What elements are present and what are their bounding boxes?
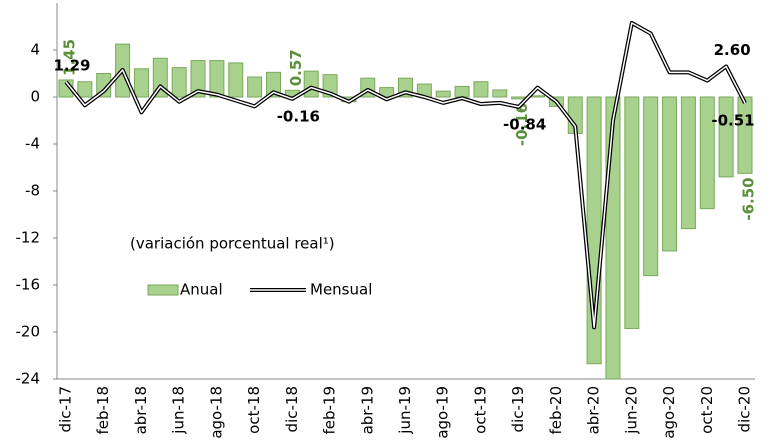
bar — [473, 81, 489, 98]
x-tick-label: oct-19 — [471, 386, 489, 434]
line-value-label: -0.84 — [503, 115, 546, 133]
bar-value-label: 0.57 — [287, 49, 305, 86]
y-tick-label: -8 — [25, 182, 40, 200]
x-tick-label: feb-18 — [94, 386, 112, 435]
x-tick-label: dic-19 — [509, 386, 527, 432]
bar — [699, 96, 715, 210]
x-tick-label: jun-19 — [396, 386, 414, 435]
bar — [680, 96, 696, 230]
y-tick-label: -20 — [16, 323, 41, 341]
bar — [303, 70, 319, 98]
x-tick-label: oct-18 — [245, 386, 263, 434]
bar — [209, 60, 225, 98]
bar — [435, 90, 451, 98]
line-value-label: 2.60 — [714, 41, 751, 59]
bar — [77, 81, 93, 98]
y-tick-label: -16 — [16, 276, 41, 294]
bar — [190, 60, 206, 98]
bar — [718, 96, 734, 178]
x-tick-label: oct-20 — [698, 386, 716, 434]
y-tick-label: 0 — [30, 88, 40, 106]
bar — [133, 68, 149, 98]
x-tick-label: abr-19 — [358, 386, 376, 434]
x-tick-label: jun-18 — [170, 386, 188, 435]
line — [64, 20, 747, 330]
x-tick-label: ago-18 — [207, 386, 225, 439]
x-tick-label: feb-19 — [321, 386, 339, 435]
annotation: (variación porcentual real¹) — [130, 235, 335, 253]
bar — [624, 96, 640, 329]
legend-label: Anual — [180, 281, 223, 299]
line-value-label: 1.29 — [53, 56, 90, 74]
line-inner — [65, 22, 746, 329]
bar — [379, 87, 395, 98]
x-tick-label: ago-19 — [434, 386, 452, 439]
bar-value-label: -0.16 — [513, 103, 531, 146]
x-tick-label: ago-20 — [660, 386, 678, 439]
bar — [265, 71, 281, 98]
bar — [530, 95, 546, 98]
x-tick-label: abr-20 — [585, 386, 603, 434]
legend-swatch — [147, 284, 179, 296]
bar — [511, 96, 527, 100]
bar — [454, 85, 470, 98]
y-tick-label: -12 — [16, 229, 41, 247]
bar — [228, 62, 244, 98]
bar — [737, 96, 753, 174]
x-tick-label: dic-20 — [736, 386, 754, 432]
bar — [643, 96, 659, 277]
bar — [247, 76, 263, 98]
bar — [492, 89, 508, 98]
bar-value-label: 1.45 — [61, 39, 79, 76]
bar — [171, 67, 187, 98]
bar — [662, 96, 678, 252]
y-tick-label: -24 — [16, 370, 41, 388]
x-tick-label: dic-17 — [57, 386, 75, 432]
x-tick-label: abr-18 — [132, 386, 150, 434]
x-tick-label: dic-18 — [283, 386, 301, 432]
y-tick-label: -4 — [25, 135, 40, 153]
line-value-label: -0.51 — [711, 111, 754, 129]
line-value-label: -0.16 — [277, 107, 320, 125]
x-tick-label: jun-20 — [622, 386, 640, 435]
x-tick-label: feb-20 — [547, 386, 565, 435]
y-tick-label: 4 — [30, 41, 40, 59]
bar-value-label: -6.50 — [740, 177, 758, 220]
legend-label: Mensual — [310, 281, 372, 299]
